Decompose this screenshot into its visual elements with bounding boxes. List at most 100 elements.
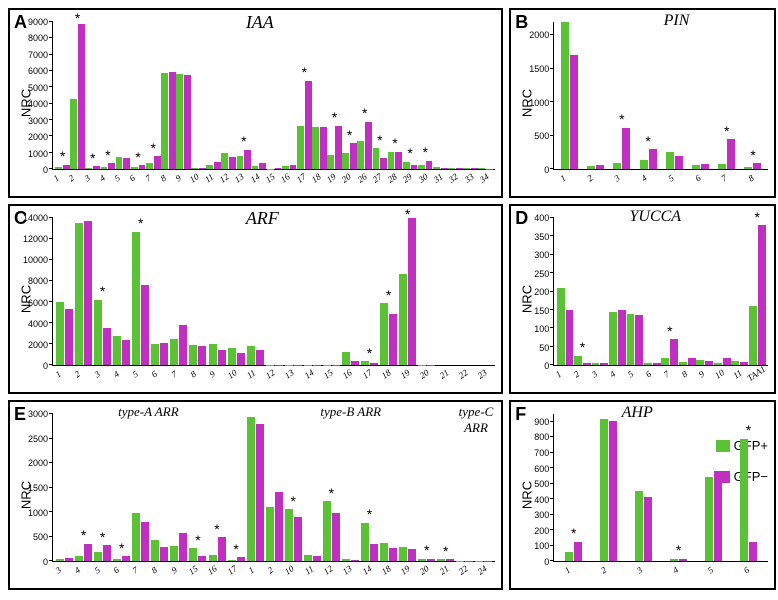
significance-star-icon: * (571, 526, 576, 540)
bar-group: * (327, 22, 342, 169)
significance-star-icon: * (214, 522, 219, 536)
bar-gfp-minus (65, 558, 73, 561)
y-tick: 900 (511, 417, 549, 427)
bar-group: * (284, 414, 303, 561)
bar-group (227, 218, 246, 365)
bar-group: * (418, 22, 433, 169)
bar-group (417, 218, 436, 365)
bar-gfp-plus (448, 168, 455, 169)
bar-gfp-plus (744, 167, 752, 169)
bar-gfp-plus (209, 555, 217, 561)
bar-group (208, 218, 227, 365)
x-label: TAA1 (745, 365, 772, 393)
y-tick: 0 (511, 361, 549, 371)
bar-gfp-plus (609, 312, 617, 365)
significance-star-icon: * (119, 541, 124, 555)
significance-star-icon: * (329, 486, 334, 500)
bar-gfp-plus (285, 509, 293, 561)
bar-gfp-minus (160, 547, 168, 561)
bar-gfp-plus (228, 348, 236, 365)
bar-group (591, 414, 626, 561)
bar-gfp-plus (679, 362, 687, 365)
bar-group: * (100, 22, 115, 169)
y-ticks: 0100200300400500600700800900 (511, 414, 551, 562)
significance-star-icon: * (367, 346, 372, 360)
bar-gfp-minus (305, 81, 312, 169)
bar-gfp-plus (209, 344, 217, 365)
bar-gfp-minus (199, 168, 206, 169)
bar-gfp-plus (342, 352, 350, 365)
bar-gfp-plus (70, 99, 77, 169)
y-tick: 350 (511, 232, 549, 242)
bar-gfp-plus (221, 153, 228, 169)
bar-group (478, 22, 493, 169)
significance-star-icon: * (233, 542, 238, 556)
bar-gfp-plus (388, 152, 395, 169)
bar-gfp-plus (361, 361, 369, 365)
bar-group (188, 218, 207, 365)
bar-gfp-minus (389, 314, 397, 365)
bar-group (169, 414, 188, 561)
y-tick: 12000 (10, 234, 48, 244)
bar-gfp-minus (320, 127, 327, 169)
bar-group: * (70, 22, 85, 169)
y-tick: 4000 (10, 99, 48, 109)
bar-gfp-minus (198, 556, 206, 561)
bar-gfp-minus (350, 143, 357, 169)
bar-group (463, 22, 478, 169)
bar-gfp-minus (103, 545, 111, 561)
bar-gfp-minus (426, 161, 433, 169)
bar-gfp-minus (389, 548, 397, 561)
y-tick: 150 (511, 306, 549, 316)
y-tick: 400 (511, 213, 549, 223)
bar-group (696, 414, 731, 561)
bar-group (644, 218, 661, 365)
significance-star-icon: * (580, 340, 585, 354)
y-tick: 50 (511, 343, 549, 353)
significance-star-icon: * (138, 216, 143, 230)
bar-group (731, 218, 748, 365)
bar-gfp-minus (275, 492, 283, 561)
x-labels: 1234567891011TAA1 (553, 368, 768, 390)
bar-gfp-plus (189, 345, 197, 365)
bar-gfp-plus (644, 363, 652, 365)
y-tick: 1500 (511, 64, 549, 74)
bar-gfp-plus (437, 559, 445, 561)
bar-group: * (146, 22, 161, 169)
bar-group (312, 22, 327, 169)
bar-group (591, 218, 608, 365)
bar-group (714, 218, 731, 365)
bar-group (626, 218, 643, 365)
bar-gfp-minus (644, 497, 652, 561)
bar-group (191, 22, 206, 169)
bar-gfp-plus (131, 167, 138, 169)
y-tick: 100 (511, 541, 549, 551)
bar-group (474, 414, 493, 561)
bar-gfp-minus (441, 168, 448, 169)
y-tick: 8000 (10, 33, 48, 43)
bar-gfp-plus (170, 339, 178, 365)
significance-star-icon: * (386, 288, 391, 302)
y-tick: 10000 (10, 255, 48, 265)
chart-area: **** (553, 22, 768, 170)
y-tick: 2500 (10, 434, 48, 444)
bar-gfp-minus (618, 310, 626, 365)
bar-gfp-minus (332, 513, 340, 561)
bar-gfp-minus (411, 165, 418, 169)
bar-gfp-plus (237, 156, 244, 169)
bar-gfp-plus (151, 344, 159, 365)
bar-gfp-minus (290, 165, 297, 169)
y-tick: 500 (511, 479, 549, 489)
bar-gfp-minus (141, 522, 149, 561)
bar-group: * (227, 414, 246, 561)
bar-gfp-plus (635, 491, 643, 561)
significance-star-icon: * (100, 530, 105, 544)
bars-container: *** (554, 414, 768, 561)
y-tick: 600 (511, 464, 549, 474)
bar-gfp-plus (478, 168, 485, 169)
bar-gfp-plus (85, 168, 92, 169)
bar-gfp-plus (132, 513, 140, 561)
y-tick: 500 (511, 131, 549, 141)
panel-d: DYUCCANRC050100150200250300350400***1234… (509, 204, 776, 394)
bar-group (282, 22, 297, 169)
